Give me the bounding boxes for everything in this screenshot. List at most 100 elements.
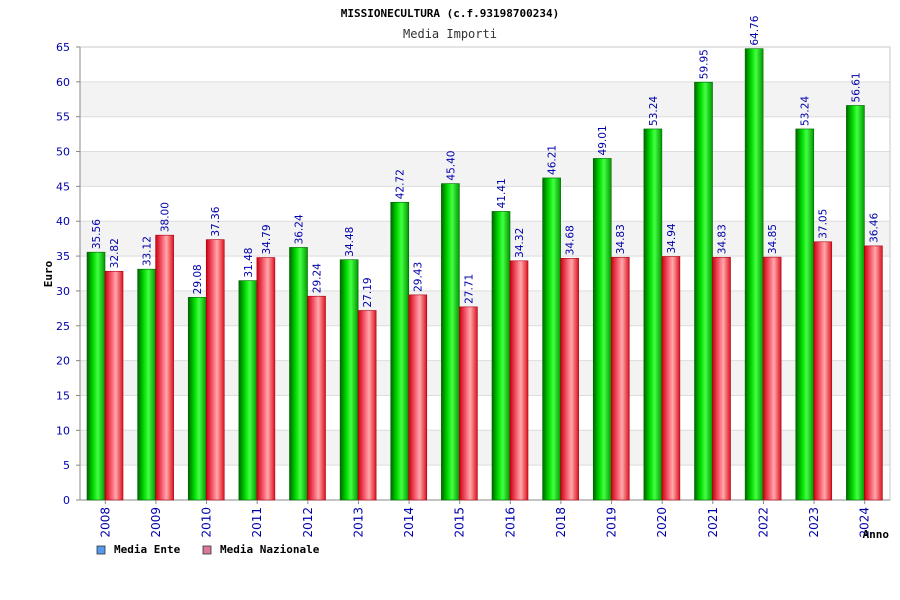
bar-media-ente-2012 bbox=[289, 247, 308, 501]
bar-value-label: 35.56 bbox=[91, 219, 103, 249]
bar-media-nazionale-2014 bbox=[408, 294, 428, 501]
x-tick-label: 2014 bbox=[402, 507, 416, 538]
x-tick-label: 2018 bbox=[554, 507, 568, 538]
bar-media-nazionale-2024 bbox=[864, 245, 883, 501]
bar-media-nazionale-2009 bbox=[155, 234, 174, 501]
bar-media-ente-2010 bbox=[187, 297, 207, 501]
y-tick-label: 60 bbox=[56, 76, 70, 89]
bar-media-ente-2015 bbox=[441, 183, 460, 501]
y-tick-label: 55 bbox=[56, 111, 70, 124]
x-tick-label: 2008 bbox=[98, 507, 112, 538]
plot-band bbox=[80, 116, 890, 152]
legend-label-media-nazionale: Media Nazionale bbox=[220, 543, 320, 556]
bar-value-label: 27.71 bbox=[463, 274, 475, 304]
bar-media-nazionale-2019 bbox=[610, 256, 630, 501]
y-tick-label: 15 bbox=[56, 389, 70, 402]
bar-value-label: 49.01 bbox=[597, 125, 609, 155]
bar-media-ente-2019 bbox=[592, 158, 612, 501]
plot-band bbox=[80, 81, 890, 117]
x-tick-label: 2019 bbox=[605, 507, 619, 538]
bar-media-ente-2022 bbox=[744, 48, 764, 501]
bar-value-label: 33.12 bbox=[142, 236, 154, 266]
bar-value-label: 59.95 bbox=[699, 49, 711, 79]
bar-media-ente-2024 bbox=[846, 105, 865, 501]
y-tick-label: 35 bbox=[56, 250, 70, 263]
bar-value-label: 42.72 bbox=[395, 169, 407, 199]
bar-media-nazionale-2021 bbox=[712, 256, 731, 501]
bar-value-label: 27.19 bbox=[362, 277, 374, 307]
bar-value-label: 53.24 bbox=[800, 96, 812, 126]
bar-value-label: 36.46 bbox=[868, 213, 880, 243]
bar-value-label: 46.21 bbox=[547, 145, 559, 175]
legend-swatch-media-ente bbox=[96, 545, 106, 555]
bars bbox=[86, 48, 883, 501]
bar-value-label: 37.36 bbox=[210, 206, 222, 236]
bar-media-ente-2014 bbox=[390, 201, 410, 501]
bar-media-ente-2016 bbox=[491, 211, 511, 501]
y-tick-label: 5 bbox=[63, 459, 70, 472]
plot-band bbox=[80, 47, 890, 82]
bar-value-label: 34.32 bbox=[514, 228, 526, 258]
x-tick-label: 2021 bbox=[706, 507, 720, 538]
bar-value-label: 31.48 bbox=[243, 248, 255, 278]
bar-media-nazionale-2023 bbox=[813, 241, 833, 501]
bar-value-label: 56.61 bbox=[850, 72, 862, 102]
x-tick-label: 2010 bbox=[200, 507, 214, 538]
x-tick-label: 2016 bbox=[503, 507, 517, 538]
y-axis-ticks: 0 5 10 15 20 25 30 35 40 45 50 55 60 65 bbox=[56, 41, 80, 507]
bar-media-ente-2013 bbox=[339, 259, 359, 501]
x-axis-ticks: 2008 2009 2010 2011 2012 2013 2014 2015 2016 2018… bbox=[98, 500, 872, 538]
y-tick-label: 30 bbox=[56, 285, 70, 298]
bar-media-ente-2018 bbox=[542, 177, 561, 501]
bar-value-label: 32.82 bbox=[109, 238, 121, 268]
legend: Media Ente Media Nazionale bbox=[96, 543, 320, 556]
bar-media-nazionale-2022 bbox=[762, 256, 782, 501]
bar-media-nazionale-2010 bbox=[205, 239, 225, 501]
bar-value-labels: 35.56 32.82 33.12 38.00 29.08 37.36 31.48 34.79… bbox=[91, 15, 880, 307]
bar-media-ente-2020 bbox=[643, 128, 663, 501]
bar-value-label: 41.41 bbox=[496, 178, 508, 208]
bar-value-label: 38.00 bbox=[160, 202, 172, 232]
bar-value-label: 34.94 bbox=[666, 223, 678, 253]
y-tick-label: 40 bbox=[56, 215, 70, 228]
bar-media-nazionale-2018 bbox=[560, 258, 579, 501]
y-tick-label: 20 bbox=[56, 355, 70, 368]
bar-value-label: 34.83 bbox=[717, 224, 729, 254]
x-tick-label: 2023 bbox=[807, 507, 821, 538]
bar-value-label: 29.08 bbox=[192, 264, 204, 294]
bar-value-label: 53.24 bbox=[648, 96, 660, 126]
plot-band bbox=[80, 151, 890, 187]
bar-media-ente-2023 bbox=[795, 128, 815, 501]
bar-media-nazionale-2016 bbox=[509, 260, 529, 501]
chart-title: MISSIONECULTURA (c.f.93198700234) bbox=[341, 7, 560, 20]
x-tick-label: 2009 bbox=[149, 507, 163, 538]
plot-band bbox=[80, 186, 890, 222]
y-tick-label: 50 bbox=[56, 146, 70, 159]
bar-media-ente-2021 bbox=[694, 81, 713, 501]
bar-value-label: 34.85 bbox=[767, 224, 779, 254]
bar-media-nazionale-2013 bbox=[357, 310, 377, 501]
bar-media-nazionale-2012 bbox=[307, 295, 326, 501]
bar-value-label: 34.79 bbox=[261, 224, 273, 254]
legend-item-media-ente: Media Ente bbox=[96, 543, 181, 556]
bar-value-label: 64.76 bbox=[749, 15, 761, 45]
legend-label-media-ente: Media Ente bbox=[114, 543, 181, 556]
x-axis-label: Anno bbox=[863, 528, 890, 541]
chart-subtitle: Media Importi bbox=[403, 27, 497, 41]
bar-media-nazionale-2020 bbox=[661, 256, 681, 501]
bar-value-label: 36.24 bbox=[294, 214, 306, 244]
bar-value-label: 45.40 bbox=[445, 151, 457, 181]
legend-item-media-nazionale: Media Nazionale bbox=[202, 543, 320, 556]
bar-media-ente-2008 bbox=[86, 251, 106, 501]
bar-media-nazionale-2015 bbox=[459, 306, 478, 501]
y-axis-label: Euro bbox=[42, 260, 55, 287]
bar-value-label: 37.05 bbox=[818, 209, 830, 239]
bar-value-label: 34.68 bbox=[565, 225, 577, 255]
x-tick-label: 2011 bbox=[250, 507, 264, 538]
x-tick-label: 2013 bbox=[351, 507, 365, 538]
x-tick-label: 2012 bbox=[301, 507, 315, 538]
x-tick-label: 2022 bbox=[756, 507, 770, 538]
y-tick-label: 10 bbox=[56, 424, 70, 437]
bar-media-ente-2009 bbox=[137, 268, 156, 501]
